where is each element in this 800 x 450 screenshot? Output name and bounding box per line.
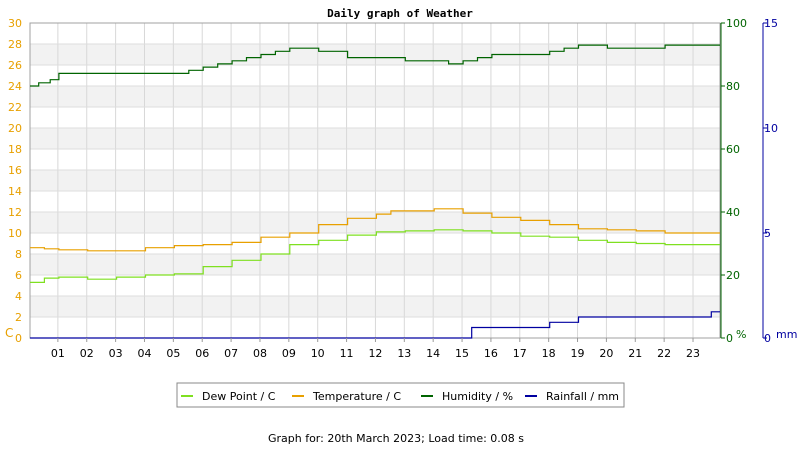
humidity-tick-label: 0 [726, 332, 733, 345]
rainfall-axis-ticks: 0 5 10 15 [763, 17, 778, 345]
humidity-tick-label: 100 [726, 17, 747, 30]
x-tick-label: 04 [137, 347, 151, 360]
humidity-tick-label: 60 [726, 143, 740, 156]
x-tick-label: 21 [628, 347, 642, 360]
left-tick-label: 14 [8, 185, 22, 198]
x-tick-label: 20 [599, 347, 613, 360]
left-tick-label: 24 [8, 80, 22, 93]
x-tick-label: 23 [686, 347, 700, 360]
series-temperature-c [30, 208, 720, 252]
x-tick-label: 10 [311, 347, 325, 360]
rainfall-axis-unit: mm [776, 328, 797, 341]
left-tick-label: 0 [15, 332, 22, 345]
legend-label: Temperature / C [312, 390, 401, 403]
x-tick-label: 02 [80, 347, 94, 360]
chart-title: Daily graph of Weather [327, 7, 473, 20]
left-tick-label: 4 [15, 290, 22, 303]
x-tick-label: 01 [51, 347, 65, 360]
x-tick-label: 08 [253, 347, 267, 360]
left-tick-label: 6 [15, 269, 22, 282]
left-tick-label: 28 [8, 38, 22, 51]
x-tick-label: 16 [484, 347, 498, 360]
humidity-axis-ticks: 0 20 40 60 80 100 [721, 17, 747, 345]
left-axis-unit: C [5, 326, 13, 340]
series-lines [30, 44, 720, 339]
rainfall-tick-label: 0 [764, 332, 771, 345]
legend-items: Dew Point / C Temperature / C Humidity / %… [181, 390, 619, 403]
series-rainfall-mm [30, 311, 720, 339]
legend-label: Dew Point / C [202, 390, 276, 403]
x-tick-label: 14 [426, 347, 440, 360]
footer-text: Graph for: 20th March 2023; Load time: 0… [268, 432, 524, 445]
left-tick-label: 18 [8, 143, 22, 156]
horizontal-gridlines [30, 22, 720, 339]
legend-box [176, 382, 625, 408]
x-tick-label: 12 [368, 347, 382, 360]
x-tick-label: 13 [397, 347, 411, 360]
x-tick-label: 22 [657, 347, 671, 360]
humidity-tick-label: 40 [726, 206, 740, 219]
x-axis-ticks: 01 02 03 04 05 06 07 08 09 10 11 12 13 14 15 16 17 18 19 20… [51, 338, 700, 360]
rainfall-tick-label: 10 [764, 122, 778, 135]
rainfall-tick-label: 15 [764, 17, 778, 30]
x-tick-label: 17 [513, 347, 527, 360]
humidity-tick-label: 80 [726, 80, 740, 93]
left-tick-label: 26 [8, 59, 22, 72]
legend: Dew Point / C Temperature / C Humidity / %… [176, 382, 625, 408]
left-tick-label: 22 [8, 101, 22, 114]
x-tick-label: 03 [109, 347, 123, 360]
x-tick-label: 05 [166, 347, 180, 360]
left-tick-label: 16 [8, 164, 22, 177]
x-tick-label: 07 [224, 347, 238, 360]
series-dew-point-c [30, 229, 720, 283]
left-tick-label: 30 [8, 17, 22, 30]
humidity-axis-unit: % [736, 328, 746, 341]
left-tick-label: 12 [8, 206, 22, 219]
left-tick-label: 10 [8, 227, 22, 240]
humidity-tick-label: 20 [726, 269, 740, 282]
left-tick-label: 20 [8, 122, 22, 135]
x-tick-label: 09 [282, 347, 296, 360]
x-tick-label: 18 [542, 347, 556, 360]
x-tick-label: 19 [571, 347, 585, 360]
legend-label: Rainfall / mm [546, 390, 619, 403]
x-tick-label: 11 [340, 347, 354, 360]
legend-label: Humidity / % [442, 390, 513, 403]
x-tick-label: 15 [455, 347, 469, 360]
vertical-gridlines [57, 23, 694, 338]
left-tick-label: 8 [15, 248, 22, 261]
left-tick-label: 2 [15, 311, 22, 324]
rainfall-tick-label: 5 [764, 227, 771, 240]
series-humidity [30, 44, 720, 87]
x-tick-label: 06 [195, 347, 209, 360]
